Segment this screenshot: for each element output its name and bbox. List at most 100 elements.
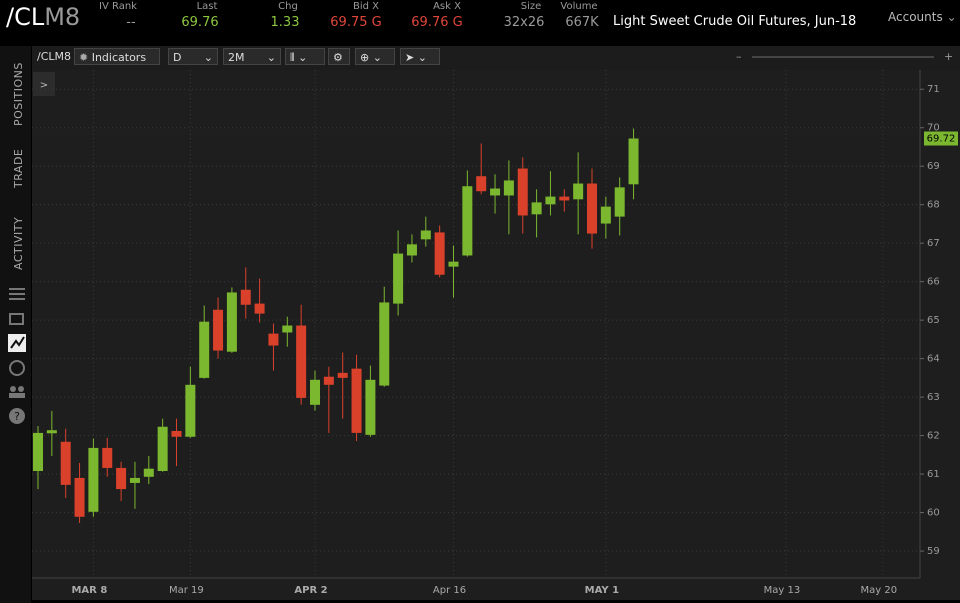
candle-body xyxy=(185,384,196,437)
y-tick-label: 65 xyxy=(927,315,940,326)
candle-body xyxy=(365,379,376,435)
style-select[interactable]: ⫴ ⌄ xyxy=(285,48,325,65)
field-label: Bid X xyxy=(352,1,379,12)
field-label: Volume xyxy=(560,1,598,12)
candle-body xyxy=(559,196,570,201)
indicators-button[interactable]: ✹ Indicators xyxy=(74,48,160,65)
candle-body xyxy=(517,168,528,216)
y-tick-label: 69 xyxy=(927,161,940,172)
plot-area xyxy=(32,70,920,578)
candle-body xyxy=(434,232,445,275)
candle-body xyxy=(420,230,431,240)
candle-body xyxy=(116,467,127,490)
field-label: Chg xyxy=(278,1,298,12)
y-tick-label: 60 xyxy=(927,508,940,519)
candle-body xyxy=(393,253,404,304)
zoom-in[interactable]: + xyxy=(944,50,954,63)
field-label: Ask X xyxy=(433,1,461,12)
aggregation-label: D xyxy=(173,51,182,64)
candle-body xyxy=(199,321,210,378)
symbol: /CLM8 xyxy=(6,3,80,31)
toolbar-symbol: /CLM8 xyxy=(37,50,72,63)
candle-body xyxy=(102,447,113,468)
candle-body xyxy=(531,202,542,215)
x-tick-label: MAR 8 xyxy=(71,585,107,596)
y-tick-label: 71 xyxy=(927,84,940,95)
candle-body xyxy=(74,477,85,517)
y-tick-label: 59 xyxy=(927,546,940,557)
candle-body xyxy=(600,206,611,224)
y-tick-label: 66 xyxy=(927,277,940,288)
candle-body xyxy=(296,325,307,398)
x-axis-area xyxy=(32,578,960,600)
accounts-menu[interactable]: Accounts ⌄ xyxy=(888,10,957,24)
candle-body xyxy=(628,138,639,185)
candle-body xyxy=(323,376,334,385)
crosshair-select[interactable]: ⊕ ⌄ xyxy=(355,48,395,65)
settings-button[interactable]: ⚙ xyxy=(328,48,350,65)
expand-label: > xyxy=(40,80,48,91)
aggregation-select[interactable]: D ⌄ xyxy=(168,48,218,65)
y-tick-label: 68 xyxy=(927,200,940,211)
last-price-label: 69.72 xyxy=(927,134,956,145)
x-tick-label: Apr 16 xyxy=(433,585,466,596)
symbol-root: /CL xyxy=(6,3,45,31)
candle-body xyxy=(379,302,390,386)
y-tick-label: 70 xyxy=(927,123,940,134)
candle-body xyxy=(46,430,57,434)
sidebar-icons[interactable]: ? xyxy=(8,286,26,426)
x-tick-label: May 20 xyxy=(861,585,898,596)
field-value: 69.75 G xyxy=(330,15,382,30)
field-value: 667K xyxy=(565,15,599,30)
cursor-select[interactable]: ➤ ⌄ xyxy=(400,48,440,65)
field-value: 69.76 xyxy=(181,15,219,30)
y-tick-label: 63 xyxy=(927,392,940,403)
candle-body xyxy=(476,176,487,192)
y-tick-label: 64 xyxy=(927,354,940,365)
symbol-month: M8 xyxy=(44,3,81,31)
zoom-slider[interactable] xyxy=(752,56,934,58)
y-tick-label: 67 xyxy=(927,238,940,249)
period-label: 2M xyxy=(228,51,245,64)
y-axis-area xyxy=(920,70,960,578)
candle-body xyxy=(240,289,251,305)
candle-body xyxy=(448,261,459,267)
field-label: IV Rank xyxy=(99,1,137,12)
candle-body xyxy=(503,180,514,196)
field-label: Last xyxy=(196,1,218,12)
candle-body xyxy=(406,244,417,256)
field-label: Size xyxy=(520,1,542,12)
candle-body xyxy=(462,186,473,256)
candle-body xyxy=(157,426,168,472)
candle-body xyxy=(171,430,182,437)
zoom-out[interactable]: – xyxy=(736,50,742,63)
candle-body xyxy=(587,183,597,234)
field-value: 1.33 xyxy=(270,15,300,30)
expand-button[interactable] xyxy=(33,72,55,96)
candle-body xyxy=(490,188,501,196)
period-select[interactable]: 2M ⌄ xyxy=(223,48,281,65)
candle-body xyxy=(573,183,584,200)
field-value: 32x26 xyxy=(503,15,545,30)
y-tick-label: 61 xyxy=(927,469,940,480)
candle-body xyxy=(351,368,362,433)
candle-body xyxy=(60,441,71,485)
candle-body xyxy=(33,432,43,472)
candle-body xyxy=(310,379,320,405)
candle-body xyxy=(226,292,237,352)
candle-body xyxy=(129,477,140,483)
description: Light Sweet Crude Oil Futures, Jun-18 xyxy=(613,14,857,29)
indicators-label: Indicators xyxy=(91,51,147,64)
candle-body xyxy=(213,309,224,351)
candle-body xyxy=(337,372,348,378)
candle-body xyxy=(143,468,154,477)
last-price-box xyxy=(924,131,958,146)
candle-body xyxy=(545,196,556,205)
field-value: -- xyxy=(126,15,136,30)
field-value: 69.76 G xyxy=(411,15,463,30)
candle-body xyxy=(88,447,99,512)
x-tick-label: May 13 xyxy=(764,585,801,596)
y-tick-label: 62 xyxy=(927,431,940,442)
